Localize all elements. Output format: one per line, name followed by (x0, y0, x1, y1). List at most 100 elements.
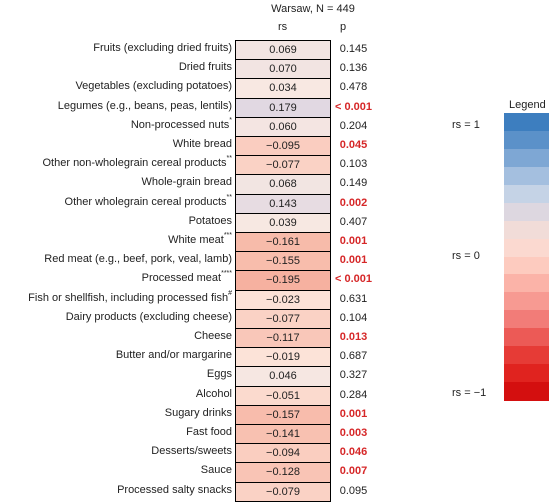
legend-color-step (504, 364, 549, 383)
row-label-text: Dried fruits (178, 61, 232, 74)
row-label: Alcohol (196, 388, 232, 400)
rs-cell: −0.141 (235, 424, 331, 445)
rs-cell: 0.060 (235, 116, 331, 137)
row-label-text: Potatoes (188, 214, 232, 227)
p-value: 0.045 (339, 139, 368, 151)
row-label: Eggs (207, 368, 232, 380)
column-header-p: p (340, 21, 347, 33)
row-label-text: Desserts/sweets (151, 445, 232, 458)
legend-color-step (504, 292, 549, 311)
p-value: 0.001 (339, 254, 368, 267)
legend-color-step (504, 274, 549, 293)
rs-cell: 0.069 (235, 40, 331, 61)
p-value: 0.007 (339, 465, 368, 478)
row-label-text: Processed meat (141, 272, 222, 285)
row-label: Whole-grain bread (142, 176, 233, 188)
rs-cell: 0.046 (235, 366, 331, 387)
rs-cell: −0.079 (235, 481, 331, 502)
row-label: Vegetables (excluding potatoes) (75, 80, 232, 92)
legend-label-zero: rs = 0 (452, 250, 480, 262)
row-label-text: Red meat (e.g., beef, pork, veal, lamb) (44, 253, 232, 266)
legend-color-step (504, 310, 549, 329)
row-label-text: Fruits (excluding dried fruits) (93, 42, 232, 54)
row-label-text: Other non-wholegrain cereal products (42, 157, 227, 170)
rs-cell: −0.155 (235, 251, 331, 272)
p-value: 0.149 (339, 177, 368, 190)
row-label-text: Fast food (186, 426, 232, 438)
p-value: < 0.001 (334, 100, 372, 113)
row-label: Dairy products (excluding cheese) (66, 311, 232, 323)
rs-cell: 0.039 (235, 212, 331, 233)
row-label: Processed salty snacks (117, 484, 232, 496)
row-label-text: Sugary drinks (164, 406, 232, 419)
rs-cell: 0.070 (235, 59, 331, 80)
chart-title: Warsaw, N = 449 (271, 3, 355, 15)
row-label: Potatoes (189, 215, 232, 227)
legend-color-step (504, 346, 549, 365)
p-value: 0.145 (339, 43, 368, 55)
row-label: Fast food (186, 426, 232, 438)
rs-cell: −0.161 (235, 232, 331, 253)
row-label-text: Sauce (200, 464, 232, 477)
row-label: Red meat (e.g., beef, pork, veal, lamb) (44, 253, 232, 265)
rs-cell: 0.179 (235, 97, 331, 118)
legend-color-step (504, 382, 549, 401)
rs-cell: −0.117 (235, 328, 331, 349)
row-label-text: White bread (172, 138, 232, 150)
rs-cell: 0.034 (235, 78, 331, 99)
legend-color-step (504, 238, 549, 257)
row-label-text: White meat (168, 234, 224, 246)
row-label-text: Cheese (194, 330, 232, 342)
p-value: 0.687 (339, 350, 368, 363)
row-footnote-mark: **** (221, 270, 232, 278)
legend-color-step (504, 148, 549, 168)
row-label-text: Vegetables (excluding potatoes) (75, 80, 232, 93)
legend-color-step (504, 328, 549, 347)
p-value: 0.003 (339, 427, 368, 439)
row-label: Processed meat**** (141, 270, 232, 285)
rs-cell: 0.068 (235, 174, 331, 195)
row-label: White meat*** (168, 232, 232, 246)
legend-color-step (504, 184, 549, 204)
row-label: Other non-wholegrain cereal products** (42, 155, 233, 170)
p-value: 0.104 (339, 311, 368, 324)
row-label-text: Processed salty snacks (117, 483, 232, 496)
p-value: 0.631 (339, 292, 368, 305)
row-label: Butter and/or margarine (116, 349, 232, 361)
row-footnote-mark: *** (223, 232, 232, 239)
legend-color-step (504, 130, 549, 150)
row-label: Desserts/sweets (151, 445, 232, 457)
p-value: 0.103 (339, 158, 368, 171)
row-label-text: Eggs (206, 368, 232, 381)
p-value: 0.095 (339, 484, 368, 497)
row-footnote-mark: # (228, 289, 232, 297)
rs-cell: −0.157 (235, 404, 331, 425)
legend-color-step (504, 202, 549, 222)
row-footnote-mark: * (229, 116, 232, 124)
p-value: 0.327 (339, 369, 368, 382)
row-label: Dried fruits (179, 61, 232, 73)
row-label-text: Legumes (e.g., beans, peas, lentils) (57, 99, 232, 112)
p-value: 0.002 (339, 196, 368, 209)
row-footnote-mark: ** (226, 193, 232, 201)
legend-color-step (504, 113, 549, 132)
p-value: 0.001 (339, 235, 368, 247)
legend-title: Legend (509, 99, 546, 111)
row-label: Sauce (201, 464, 232, 476)
column-header-rs: rs (278, 21, 288, 33)
row-label-text: Non-processed nuts (130, 118, 230, 131)
rs-cell: −0.019 (235, 347, 331, 368)
row-label: Fruits (excluding dried fruits) (93, 42, 232, 54)
p-value: 0.013 (339, 331, 368, 343)
legend-label-max: rs = 1 (452, 119, 480, 131)
legend-label-min: rs = −1 (452, 387, 487, 399)
row-label: Legumes (e.g., beans, peas, lentils) (58, 100, 232, 112)
row-label-text: Fish or shellfish, including processed f… (28, 291, 229, 304)
row-label-text: Alcohol (195, 387, 232, 400)
p-value: 0.284 (339, 388, 368, 401)
rs-cell: −0.095 (235, 136, 331, 157)
row-label: Cheese (194, 330, 232, 342)
p-value: 0.478 (339, 81, 368, 94)
rs-cell: −0.051 (235, 385, 331, 406)
p-value: < 0.001 (334, 273, 372, 286)
